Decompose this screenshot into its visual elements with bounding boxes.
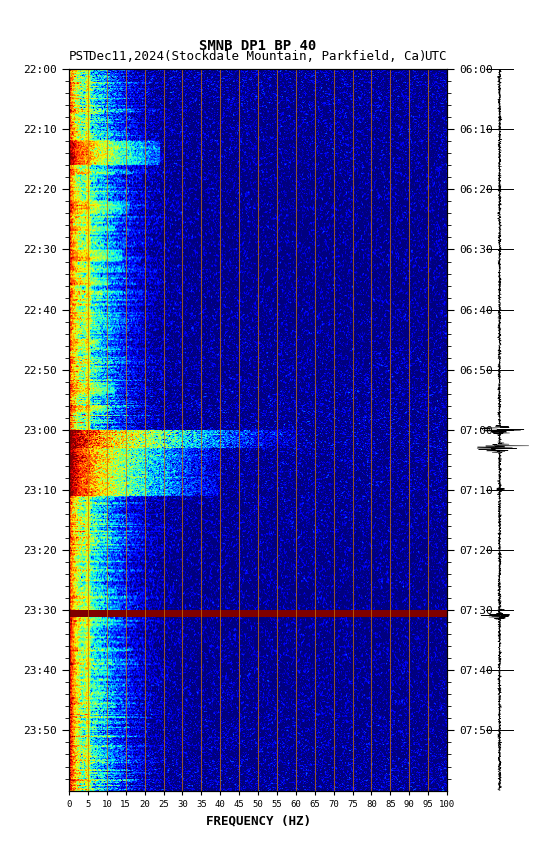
Text: PST: PST (69, 50, 92, 63)
Text: Dec11,2024(Stockdale Mountain, Parkfield, Ca): Dec11,2024(Stockdale Mountain, Parkfield… (89, 50, 427, 63)
Text: SMNB DP1 BP 40: SMNB DP1 BP 40 (199, 39, 317, 54)
X-axis label: FREQUENCY (HZ): FREQUENCY (HZ) (205, 814, 311, 827)
Text: UTC: UTC (424, 50, 447, 63)
